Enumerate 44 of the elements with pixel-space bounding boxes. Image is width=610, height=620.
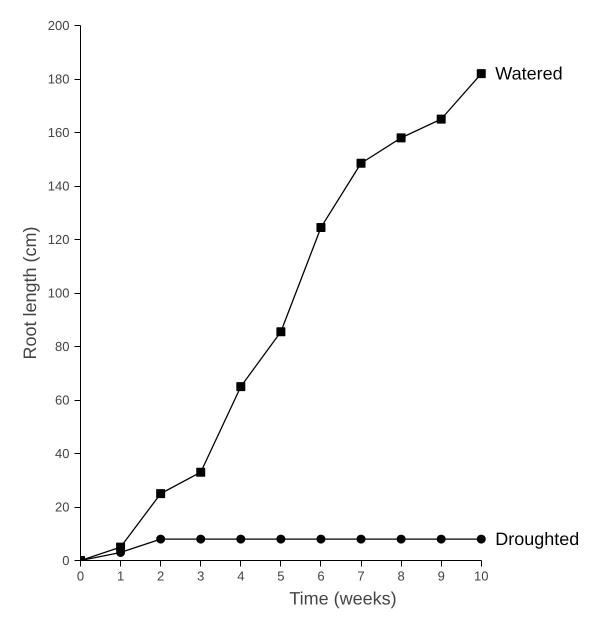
x-tick-label: 7	[357, 568, 365, 584]
y-tick-label: 20	[55, 500, 70, 514]
y-tick-label: 200	[48, 18, 70, 33]
point	[316, 222, 326, 232]
point	[316, 534, 326, 544]
point	[436, 534, 446, 544]
point	[436, 114, 446, 124]
point	[276, 327, 286, 336]
x-tick-label: 4	[237, 568, 244, 584]
x-tick-label: 2	[157, 568, 164, 584]
point	[196, 468, 206, 477]
x-tick-label: 8	[397, 568, 405, 584]
point	[396, 133, 406, 142]
y-tick-label: 0	[62, 553, 70, 568]
y-tick-label: 80	[55, 339, 70, 354]
point	[156, 489, 166, 498]
point	[236, 382, 246, 392]
y-axis-title: Root length (cm)	[20, 226, 40, 360]
x-tick-label: 1	[116, 568, 124, 584]
y-tick-label: 60	[55, 392, 70, 408]
point	[396, 534, 406, 544]
point	[356, 158, 366, 168]
y-tick-label: 140	[48, 178, 70, 194]
y-tick-label: 160	[48, 125, 70, 140]
x-tick-label: 3	[197, 568, 204, 584]
point	[196, 534, 206, 544]
point	[476, 534, 486, 544]
point	[276, 534, 286, 544]
series-label: Watered	[495, 64, 563, 84]
x-tick-label: 0	[76, 568, 84, 584]
point	[476, 69, 486, 78]
x-axis-title: Time (weeks)	[289, 588, 397, 608]
y-tick-label: 100	[48, 286, 70, 300]
point	[236, 534, 246, 544]
y-tick-label: 180	[48, 72, 70, 86]
y-tick-label: 120	[48, 232, 70, 247]
point	[356, 534, 366, 544]
series-label: Droughted	[495, 529, 580, 550]
x-tick-label: 6	[317, 568, 325, 584]
x-tick-label: 10	[474, 568, 488, 584]
x-tick-label: 5	[277, 568, 284, 584]
y-tick-label: 40	[55, 446, 70, 461]
point	[156, 534, 166, 544]
x-tick-label: 9	[438, 568, 445, 584]
